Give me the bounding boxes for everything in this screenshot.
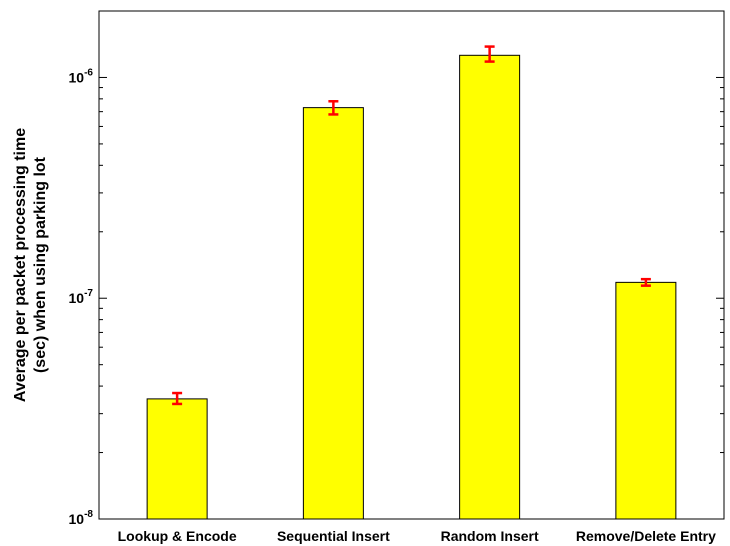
plot-frame [98, 10, 725, 520]
labels-layer: Lookup & Encode Sequential Insert Random I… [69, 67, 717, 544]
y-axis-label-line-1: Average per packet processing time [12, 128, 29, 402]
bar-2 [459, 54, 521, 520]
error-bar-0 [172, 391, 183, 406]
x-tick-label-1: Sequential Insert [277, 528, 390, 544]
y-tick-label-0: 10-8 [69, 509, 94, 527]
bar-1 [302, 107, 364, 520]
y-axis-label-line-2: (sec) when using parking lot [32, 156, 49, 373]
error-bars-layer [172, 45, 651, 406]
x-tick-label-0: Lookup & Encode [118, 528, 237, 544]
y-tick-label-1: 10-7 [69, 288, 94, 306]
x-tick-label-2: Random Insert [441, 528, 539, 544]
bars-layer [146, 54, 677, 520]
error-bar-3 [640, 277, 651, 287]
bar-0 [146, 398, 208, 520]
y-tick-label-2: 10-6 [69, 67, 94, 85]
error-bar-1 [328, 100, 339, 116]
x-tick-label-3: Remove/Delete Entry [576, 528, 716, 544]
bar-3 [615, 281, 677, 520]
error-bar-2 [484, 45, 495, 63]
